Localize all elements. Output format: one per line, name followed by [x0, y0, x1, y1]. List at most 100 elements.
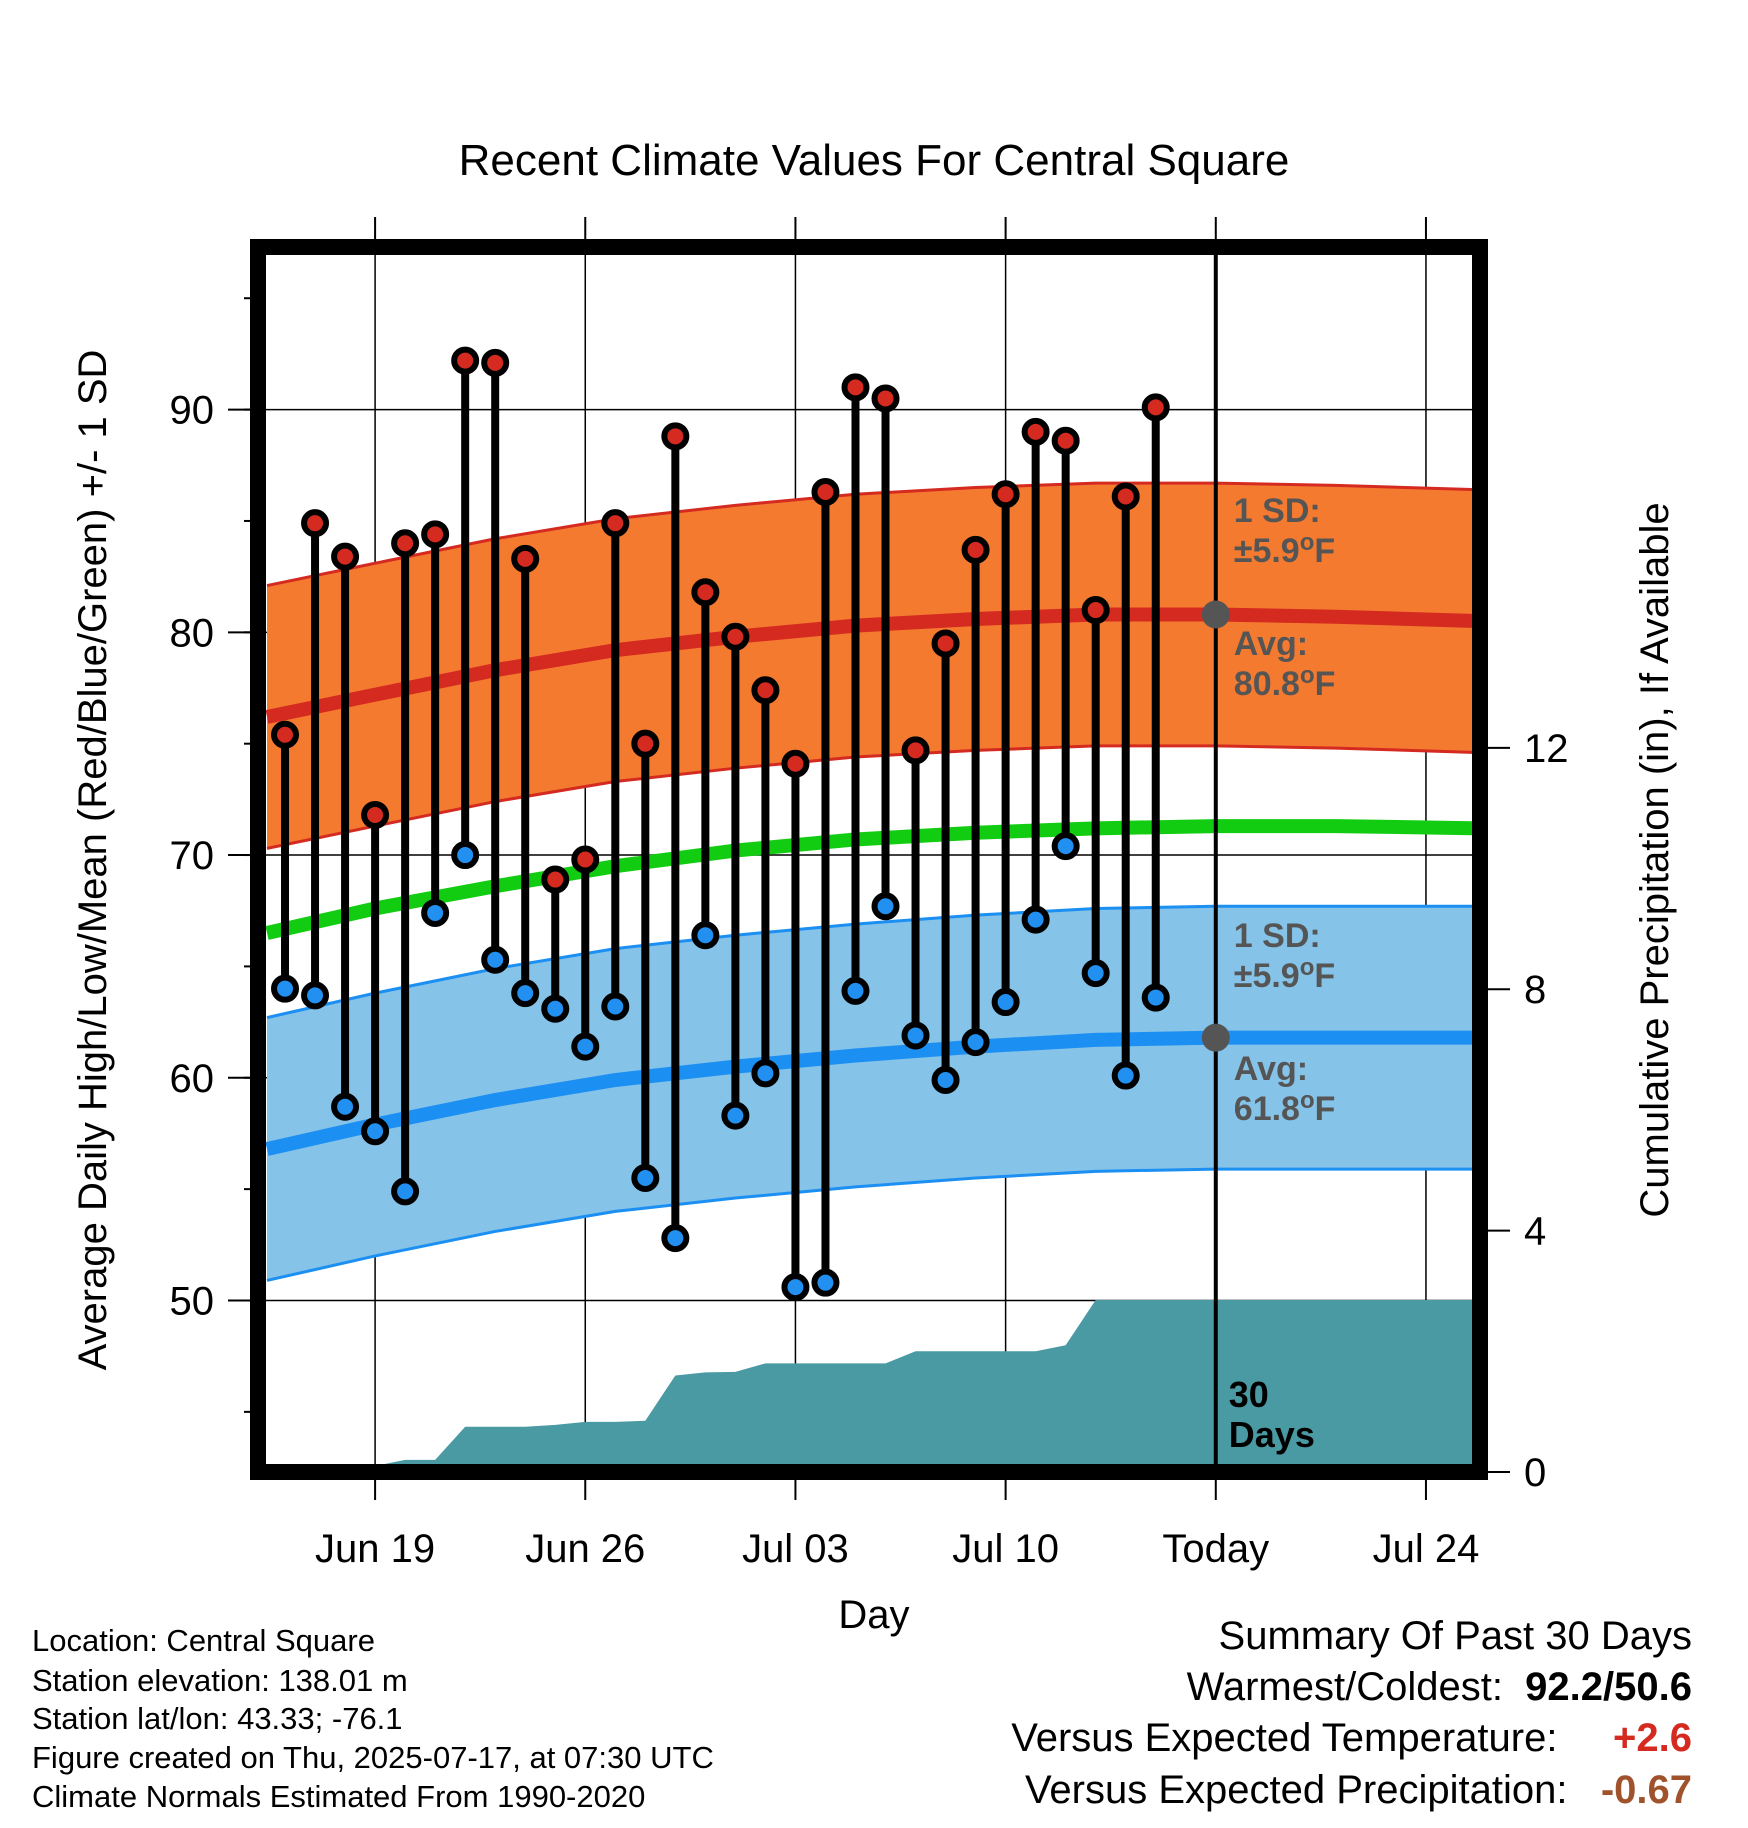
elevation-note: Station elevation: 138.01 m	[32, 1663, 408, 1698]
y-right-tick-label: 12	[1524, 727, 1569, 771]
daily-low-point	[1141, 983, 1170, 1012]
low-sd-annotation: 1 SD: ±5.9oF	[1234, 917, 1335, 995]
daily-high-point	[811, 478, 840, 506]
daily-low-point	[901, 1021, 930, 1050]
summary-temperature: Versus Expected Temperature: +2.6	[1011, 1716, 1692, 1761]
daily-low-point	[1081, 959, 1110, 988]
daily-low-point	[451, 841, 480, 870]
location-note: Location: Central Square	[32, 1623, 375, 1658]
daily-low-point	[1175, 0, 1197, 11]
daily-low-point	[751, 1059, 780, 1088]
daily-low-point	[601, 992, 630, 1021]
daily-low-point	[661, 1224, 690, 1253]
high-avg-annotation: Avg: 80.8oF	[1234, 625, 1336, 703]
daily-low-point	[361, 1117, 390, 1146]
summary-heading: Summary Of Past 30 Days	[1218, 1614, 1692, 1658]
x-tick-label: Jul 10	[952, 1527, 1059, 1571]
x-tick-label: Jun 26	[525, 1527, 645, 1571]
daily-low-point	[931, 1066, 960, 1094]
daily-low-point	[811, 1268, 840, 1297]
x-tick-label: Jul 24	[1373, 1527, 1480, 1571]
created-note: Figure created on Thu, 2025-07-17, at 07…	[32, 1740, 714, 1775]
daily-high-point	[871, 384, 900, 413]
y-tick-label: 50	[170, 1280, 215, 1324]
daily-low-point	[631, 1164, 660, 1192]
normal-low-line	[265, 1030, 1480, 1156]
plot-frame	[250, 239, 1488, 1480]
daily-high-point	[1021, 417, 1050, 446]
daily-low-point	[871, 892, 900, 921]
chart-title: Recent Climate Values For Central Square	[459, 136, 1290, 185]
y-axis-label-right: Cumulative Precipitation (in), If Availa…	[1633, 502, 1677, 1217]
latlon-note: Station lat/lon: 43.33; -76.1	[32, 1701, 403, 1736]
daily-high-point	[1111, 482, 1140, 511]
daily-high-point	[721, 622, 750, 651]
low-sd-band	[267, 906, 1480, 1281]
warmest-coldest-value: 92.2/50.6	[1525, 1665, 1692, 1709]
daily-high-point	[901, 736, 930, 765]
warmest-coldest-label: Warmest/Coldest:	[1186, 1665, 1503, 1709]
daily-high-point	[691, 578, 720, 607]
daily-low-point	[421, 898, 450, 927]
daily-high-point	[1141, 393, 1170, 422]
daily-high-point	[511, 544, 540, 573]
y-tick-label: 90	[170, 389, 215, 433]
daily-high-point	[1081, 596, 1110, 625]
y-right-tick-label: 8	[1524, 968, 1546, 1012]
summary-precipitation: Versus Expected Precipitation: -0.67	[1025, 1768, 1692, 1813]
y-axis-label-left: Average Daily High/Low/Mean (Red/Blue/Gr…	[71, 350, 115, 1371]
daily-high-point	[301, 509, 330, 538]
daily-high-point	[391, 529, 420, 558]
y-right-tick-label: 0	[1524, 1451, 1546, 1495]
daily-low-point	[391, 1177, 420, 1206]
daily-low-point	[331, 1092, 360, 1121]
low-avg-annotation: Avg: 61.8oF	[1234, 1050, 1336, 1128]
temp-anomaly-label: Versus Expected Temperature:	[1011, 1716, 1558, 1760]
daily-low-point	[301, 981, 330, 1010]
daily-high-point	[361, 800, 390, 829]
y-tick-label: 60	[170, 1057, 215, 1101]
daily-high-point	[421, 520, 450, 549]
daily-high-point	[331, 542, 360, 571]
y-tick-label: 80	[170, 611, 215, 655]
daily-high-point	[601, 509, 630, 538]
daily-high-point	[991, 480, 1020, 509]
high-sd-annotation: 1 SD: ±5.9oF	[1234, 492, 1335, 570]
x-tick-label: Jun 19	[315, 1527, 435, 1571]
precip-anomaly-value: -0.67	[1600, 1768, 1692, 1812]
daily-high-point	[931, 629, 960, 658]
daily-high-point	[1051, 426, 1080, 455]
temp-anomaly-value: +2.6	[1613, 1716, 1692, 1760]
daily-low-point	[571, 1032, 600, 1061]
x-tick-label: Today	[1162, 1527, 1269, 1571]
daily-low-point	[481, 945, 510, 974]
x-tick-label: Jul 03	[742, 1527, 849, 1571]
daily-low-point	[721, 1101, 750, 1130]
daily-low-point	[841, 976, 870, 1005]
precip-anomaly-label: Versus Expected Precipitation:	[1024, 1768, 1568, 1812]
x-axis-label: Day	[838, 1593, 909, 1637]
low-avg-marker	[1201, 1023, 1230, 1052]
daily-high-point	[271, 720, 300, 749]
daily-low-point	[1021, 905, 1050, 934]
low-sd-band-lower-edge	[266, 1167, 1480, 1282]
daily-high-point	[481, 348, 510, 377]
daily-high-point	[661, 422, 690, 451]
daily-high-point	[631, 729, 660, 758]
daily-low-point	[991, 988, 1020, 1017]
daily-low-point	[511, 979, 540, 1008]
high-avg-marker	[1201, 600, 1230, 629]
precipitation-area	[258, 1300, 1480, 1472]
daily-high-point	[751, 676, 780, 705]
daily-low-point	[271, 974, 300, 1003]
y-tick-label: 70	[170, 834, 215, 878]
daily-high-point	[1175, 0, 1197, 11]
normals-note: Climate Normals Estimated From 1990-2020	[32, 1779, 646, 1814]
daily-low-point	[1051, 832, 1080, 861]
plot-area	[258, 0, 1480, 1472]
daily-low-point	[541, 994, 570, 1023]
high-sd-band	[267, 483, 1480, 849]
daily-low-point	[1111, 1061, 1140, 1090]
daily-low-point	[961, 1028, 990, 1057]
